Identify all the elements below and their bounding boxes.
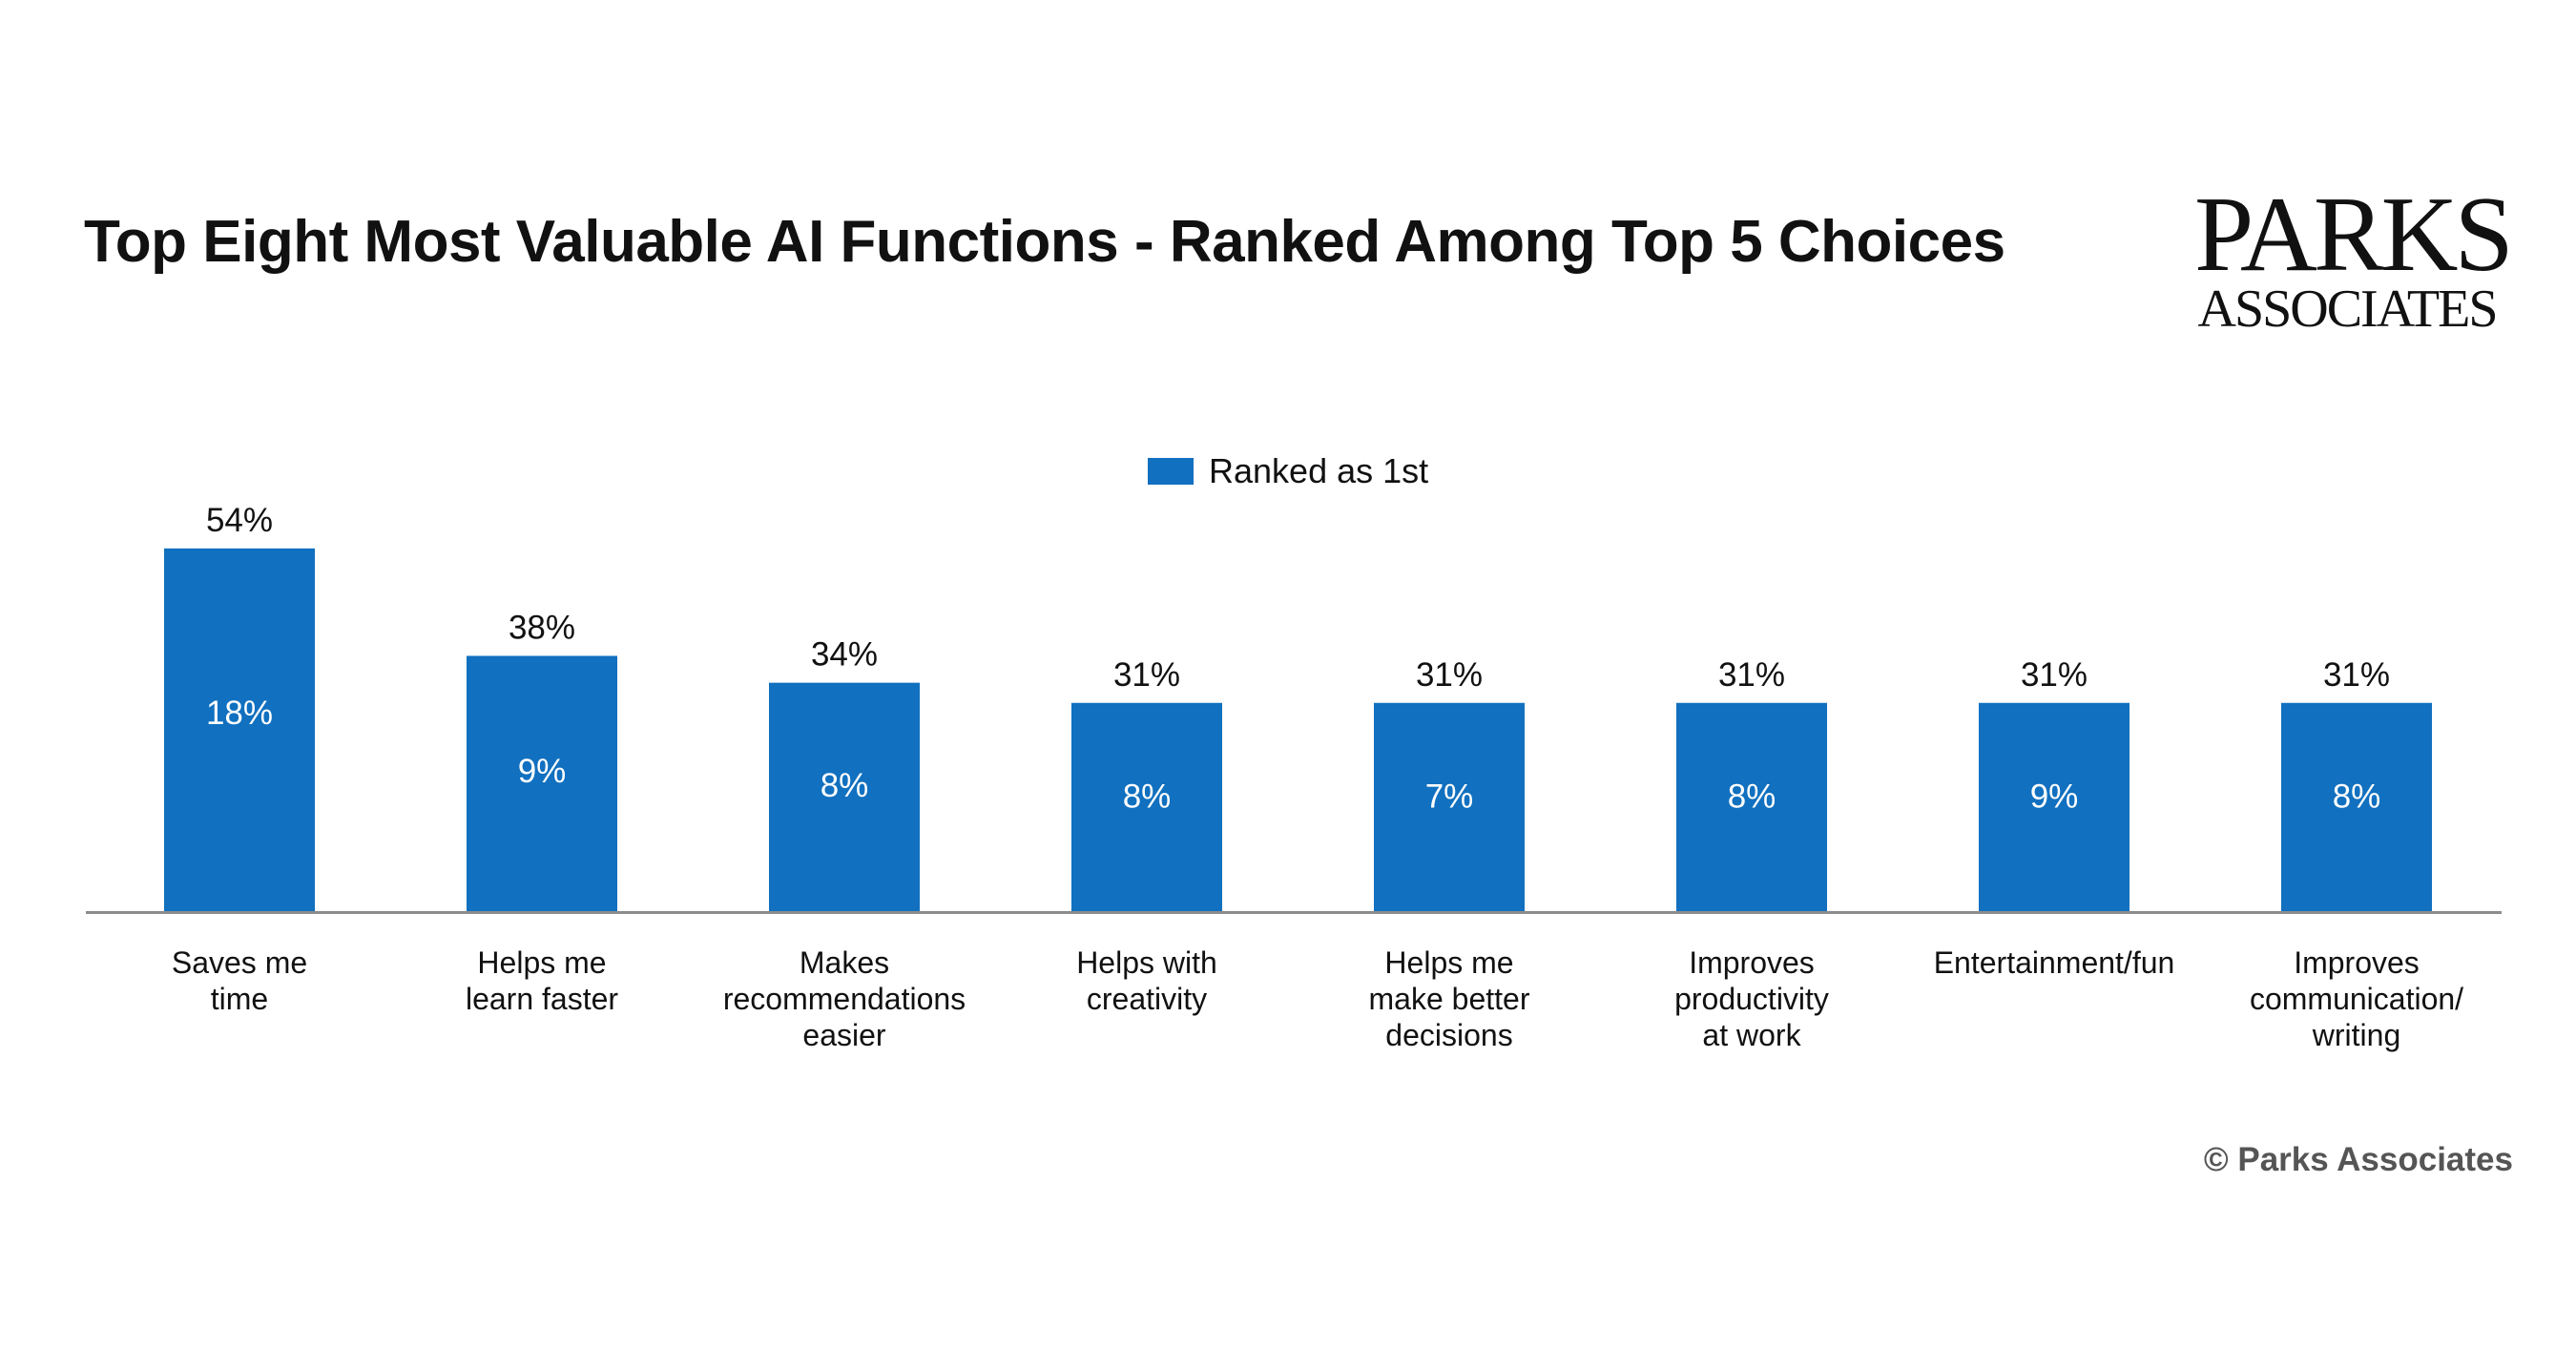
category-label: Helps me bbox=[477, 945, 606, 980]
category-label: Helps me bbox=[1384, 945, 1513, 980]
category-label: easier bbox=[802, 1018, 886, 1052]
category-label: Helps with bbox=[1076, 945, 1217, 980]
bar bbox=[467, 655, 617, 911]
ranked-first-label: 8% bbox=[1123, 778, 1172, 815]
category-label: Saves me bbox=[172, 945, 307, 980]
legend-swatch bbox=[1148, 458, 1194, 485]
top-five-label: 31% bbox=[1718, 656, 1785, 694]
bar bbox=[1374, 702, 1525, 911]
copyright-text: © Parks Associates bbox=[2203, 1141, 2513, 1178]
bar bbox=[1676, 702, 1827, 911]
logo-line-1: PARKS bbox=[2194, 176, 2514, 294]
category-label: writing bbox=[2312, 1018, 2400, 1052]
chart-legend: Ranked as 1st bbox=[1148, 451, 1429, 490]
bar bbox=[1979, 702, 2129, 911]
ranked-first-label: 7% bbox=[1425, 778, 1474, 815]
legend-label: Ranked as 1st bbox=[1209, 451, 1429, 490]
category-label: communication/ bbox=[2250, 982, 2463, 1016]
ranked-first-label: 18% bbox=[206, 695, 273, 732]
category-label: Improves bbox=[2294, 945, 2420, 980]
bar bbox=[164, 548, 315, 911]
ranked-first-label: 9% bbox=[518, 753, 567, 790]
bar bbox=[1071, 702, 1222, 911]
category-label: Improves bbox=[1689, 945, 1815, 980]
top-five-label: 31% bbox=[1416, 656, 1483, 694]
category-label: productivity bbox=[1674, 982, 1829, 1016]
top-five-label: 34% bbox=[811, 636, 878, 674]
top-five-label: 31% bbox=[2323, 656, 2390, 694]
ranked-first-label: 8% bbox=[2333, 778, 2381, 815]
logo-line-2: ASSOCIATES bbox=[2197, 280, 2499, 339]
category-label: recommendations bbox=[723, 982, 966, 1016]
ranked-first-label: 8% bbox=[821, 767, 869, 804]
category-label: learn faster bbox=[466, 982, 618, 1016]
top-five-label: 54% bbox=[206, 502, 273, 539]
category-label: creativity bbox=[1087, 982, 1207, 1016]
category-label: at work bbox=[1702, 1018, 1801, 1052]
top-five-label: 38% bbox=[509, 609, 575, 646]
category-label: Makes bbox=[800, 945, 889, 980]
category-label: decisions bbox=[1385, 1018, 1512, 1052]
ranked-first-label: 8% bbox=[1728, 778, 1776, 815]
ranked-first-label: 9% bbox=[2030, 778, 2079, 815]
top-five-label: 31% bbox=[1113, 656, 1180, 694]
category-label: make better bbox=[1369, 982, 1530, 1016]
page-title: Top Eight Most Valuable AI Functions - R… bbox=[84, 209, 2005, 275]
bar bbox=[2281, 702, 2432, 911]
bar bbox=[769, 682, 920, 911]
category-label: Entertainment/fun bbox=[1934, 945, 2175, 980]
parks-associates-logo: PARKS ASSOCIATES bbox=[2194, 176, 2514, 339]
category-label: time bbox=[211, 982, 268, 1016]
top-five-label: 31% bbox=[2021, 656, 2088, 694]
